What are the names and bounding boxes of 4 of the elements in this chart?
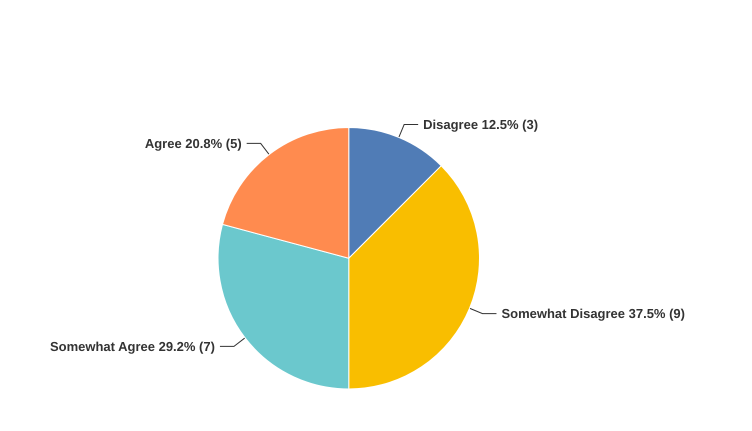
slice-label: Disagree 12.5% (3) bbox=[423, 117, 538, 132]
slice-label: Agree 20.8% (5) bbox=[144, 136, 242, 151]
slice-label: Somewhat Disagree 37.5% (9) bbox=[501, 306, 686, 322]
slice-label: Somewhat Agree 29.2% (7) bbox=[50, 338, 215, 354]
